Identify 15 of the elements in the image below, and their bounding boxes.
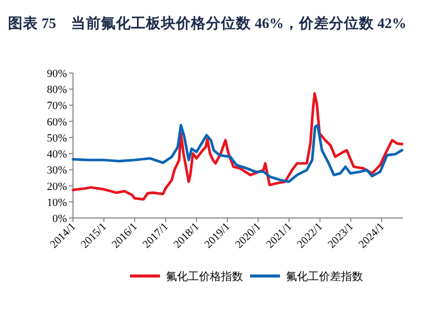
y-tick-label: 20% [46,180,67,193]
y-tick-label: 50% [46,132,67,144]
chart-title: 图表 75 当前氟化工板块价格分位数 46%，价差分位数 42% [8,15,406,32]
legend-label: 氟化工价格指数 [166,271,243,283]
y-tick-label: 70% [46,100,67,112]
y-tick-label: 60% [46,116,67,128]
line-series [72,92,404,201]
y-tick-label: 0% [52,213,67,225]
y-tick-label: 40% [46,148,67,161]
y-tick-label: 30% [46,164,67,177]
y-tick-label: 80% [46,84,67,96]
y-tick-label: 90% [46,68,67,80]
legend-label: 氟化工价差指数 [286,271,363,283]
line-series [72,124,404,184]
y-tick-label: 10% [46,196,67,209]
